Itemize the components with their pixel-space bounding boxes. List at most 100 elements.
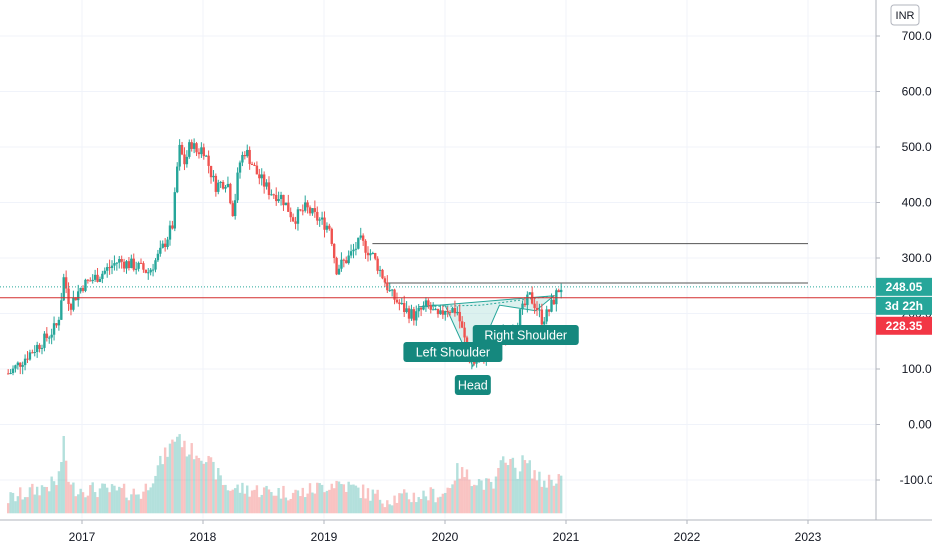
- volume-bar: [115, 490, 119, 514]
- candle-body: [535, 307, 539, 311]
- volume-bar: [434, 502, 437, 514]
- volume-bar: [427, 500, 430, 514]
- volume-bar: [64, 460, 68, 514]
- volume-bar: [330, 483, 333, 514]
- candle-body: [159, 247, 162, 254]
- candle-body: [149, 269, 152, 273]
- time-tick-label: 2022: [674, 530, 701, 544]
- candle-body: [543, 321, 546, 325]
- volume-bar: [506, 465, 510, 514]
- volume-bar: [533, 470, 536, 514]
- candle-body: [277, 199, 280, 202]
- volume-bar: [229, 490, 232, 514]
- volume-bar: [342, 484, 346, 514]
- candle-body: [103, 270, 106, 274]
- candle-body: [134, 268, 138, 270]
- candle-body: [154, 260, 157, 270]
- candle-body: [330, 228, 333, 244]
- volume-bar: [190, 443, 193, 514]
- time-tick-label: 2017: [69, 530, 96, 544]
- candle-body: [142, 263, 145, 270]
- candle-body: [67, 288, 70, 305]
- candle-body: [400, 303, 403, 305]
- volume-bar: [311, 492, 314, 514]
- volume-bar: [238, 492, 242, 514]
- volume-bar: [535, 480, 539, 514]
- volume-bar: [183, 440, 186, 514]
- candle-body: [555, 290, 558, 305]
- candle-body: [403, 303, 406, 313]
- volume-bar: [390, 505, 394, 514]
- volume-bar: [448, 488, 452, 514]
- volume-bar: [195, 455, 198, 514]
- candle-body: [255, 165, 259, 175]
- volume-bar: [337, 481, 341, 514]
- volume-bar: [374, 493, 377, 514]
- currency-label[interactable]: INR: [896, 10, 915, 22]
- candle-body: [395, 299, 399, 303]
- volume-bar: [429, 487, 432, 514]
- volume-bar: [197, 457, 201, 514]
- volume-bar: [19, 487, 22, 514]
- candle-body: [352, 249, 355, 252]
- volume-bar: [147, 490, 150, 514]
- price-tick-label: 500.00: [902, 140, 932, 154]
- candle-body: [320, 217, 324, 220]
- price-tick-label: 600.00: [902, 85, 932, 99]
- candle-body: [451, 308, 454, 313]
- countdown-badge-bg: [876, 296, 932, 315]
- volume-bar: [366, 488, 370, 514]
- candle-body: [226, 183, 230, 187]
- volume-bar: [451, 484, 454, 514]
- volume-bar: [77, 494, 80, 514]
- volume-bar: [460, 467, 464, 514]
- volume-bar: [287, 500, 290, 514]
- currency-button[interactable]: INR: [890, 4, 920, 26]
- candle-body: [221, 182, 225, 189]
- candle-body: [318, 219, 321, 221]
- volume-bar: [60, 462, 63, 514]
- volume-bar: [369, 500, 372, 514]
- volume-bar: [214, 479, 218, 514]
- candle-body: [366, 252, 370, 256]
- candle-body: [275, 194, 278, 202]
- candle-body: [151, 269, 155, 271]
- volume-bar: [318, 483, 321, 514]
- volume-bar: [243, 493, 247, 514]
- volume-bar: [217, 468, 220, 514]
- volume-bar: [14, 501, 17, 514]
- candle-body: [342, 259, 346, 261]
- candle-body: [180, 144, 184, 155]
- time-tick-label: 2019: [311, 530, 338, 544]
- candle-body: [434, 308, 437, 310]
- candle-body: [166, 239, 169, 248]
- candle-body: [436, 308, 440, 315]
- volume-bar: [516, 478, 519, 514]
- volume-bar: [122, 483, 126, 514]
- volume-bar: [253, 489, 256, 514]
- candle-body: [270, 194, 273, 196]
- volume-bar: [118, 486, 121, 514]
- volume-bar: [21, 499, 24, 514]
- candle-body: [388, 290, 391, 292]
- volume-bar: [161, 464, 164, 514]
- candle-body: [335, 258, 338, 275]
- volume-bar: [294, 489, 297, 514]
- volume-bar: [6, 503, 10, 514]
- volume-bar: [301, 487, 304, 514]
- candle-body: [192, 143, 196, 149]
- volume-bar: [260, 494, 263, 514]
- candle-body: [284, 202, 288, 206]
- candle-body: [444, 310, 447, 315]
- volume-bar: [176, 436, 179, 514]
- volume-bar: [528, 460, 531, 514]
- candle-body: [163, 243, 167, 248]
- candle-body: [115, 262, 119, 264]
- volume-bar: [69, 484, 73, 514]
- candle-body: [458, 311, 461, 322]
- volume-bar: [108, 492, 111, 514]
- candle-body: [132, 258, 135, 270]
- volume-bar: [458, 478, 461, 514]
